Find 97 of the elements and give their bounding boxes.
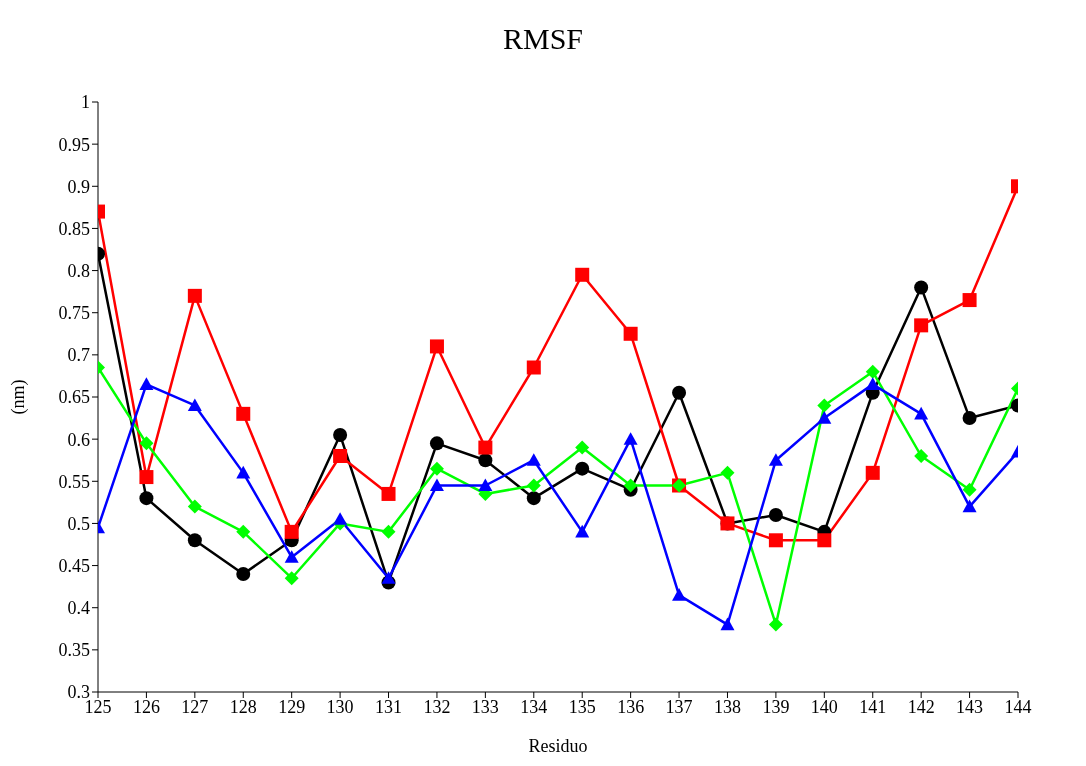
point: [720, 617, 735, 631]
y-tick-label: 0.5: [67, 513, 90, 534]
x-tick-label: 137: [665, 696, 693, 717]
point: [914, 406, 929, 420]
x-tick-label: 143: [956, 696, 984, 717]
point: [236, 567, 251, 581]
point: [526, 360, 541, 375]
x-tick-label: 139: [762, 696, 790, 717]
point: [672, 588, 687, 601]
point: [817, 411, 832, 424]
x-tick-label: 133: [471, 696, 499, 717]
y-tick-label: 0.7: [67, 345, 90, 366]
point: [768, 453, 783, 466]
x-tick-label: 144: [1004, 696, 1032, 717]
point: [768, 508, 783, 522]
x-tick-label: 138: [713, 696, 741, 717]
point: [865, 465, 880, 480]
x-tick-label: 132: [423, 696, 451, 717]
x-tick-label: 131: [375, 696, 403, 717]
point: [236, 406, 251, 421]
point: [187, 398, 202, 412]
point: [623, 478, 638, 493]
x-axis-title: Residuo: [528, 736, 588, 756]
x-tick-label: 126: [132, 696, 160, 717]
point: [962, 499, 977, 513]
point: [526, 478, 541, 493]
y-tick-label: 0.8: [67, 260, 90, 281]
point: [865, 364, 880, 379]
point: [187, 288, 202, 303]
point: [962, 482, 977, 497]
x-tick-label: 134: [520, 696, 548, 717]
point: [962, 411, 977, 426]
x-tick-label: 129: [278, 696, 306, 717]
x-tick-label: 141: [859, 696, 887, 717]
point: [429, 436, 444, 451]
point: [381, 486, 396, 501]
point: [575, 524, 590, 538]
x-tick-label: 142: [907, 696, 935, 717]
point: [284, 571, 299, 586]
point: [914, 449, 929, 463]
y-tick-label: 0.75: [58, 303, 90, 324]
point: [139, 470, 154, 485]
point: [333, 449, 348, 463]
point: [768, 533, 783, 548]
x-tick-label: 135: [568, 696, 596, 717]
chart-title: RMSF: [501, 21, 585, 57]
y-tick-label: 0.55: [58, 471, 90, 492]
point: [623, 432, 638, 445]
y-tick-label: 0.9: [67, 176, 90, 197]
x-tick-label: 130: [326, 696, 354, 717]
y-tick-label: 0.6: [67, 429, 90, 450]
point: [962, 293, 977, 308]
point: [914, 318, 929, 333]
point: [768, 617, 783, 632]
y-tick-label: 0.95: [58, 134, 90, 155]
x-tick-label: 127: [181, 696, 209, 717]
point: [623, 326, 638, 341]
y-tick-label: 1: [81, 92, 90, 113]
y-tick-label: 0.65: [58, 387, 90, 408]
point: [187, 499, 202, 514]
x-tick-label: 128: [229, 696, 257, 717]
point: [914, 280, 929, 295]
point: [575, 440, 590, 455]
point: [720, 465, 735, 480]
point: [478, 453, 493, 468]
point: [139, 491, 154, 506]
point: [672, 385, 687, 400]
point: [478, 478, 493, 492]
point: [478, 440, 493, 455]
point: [284, 550, 299, 563]
point: [429, 339, 444, 354]
point: [575, 267, 590, 282]
point: [333, 427, 348, 442]
point: [381, 524, 396, 539]
y-tick-label: 0.4: [67, 598, 90, 619]
point: [187, 533, 202, 548]
y-tick-label: 0.45: [58, 555, 90, 576]
point: [429, 478, 444, 492]
point: [236, 465, 251, 479]
point: [284, 524, 299, 539]
x-tick-label: 140: [810, 696, 838, 717]
point: [139, 436, 154, 451]
point: [526, 453, 541, 466]
point: [817, 533, 832, 548]
y-tick-label: 0.85: [58, 218, 90, 239]
point: [526, 491, 541, 506]
point: [381, 571, 396, 584]
point: [817, 398, 832, 413]
x-tick-label: 136: [617, 696, 645, 717]
point: [865, 377, 880, 390]
point: [139, 377, 154, 390]
point: [333, 512, 348, 525]
point: [429, 461, 444, 476]
y-tick-label: 0.35: [58, 640, 90, 661]
point: [236, 524, 251, 539]
y-axis-title: (nm): [8, 379, 30, 415]
point: [575, 461, 590, 476]
